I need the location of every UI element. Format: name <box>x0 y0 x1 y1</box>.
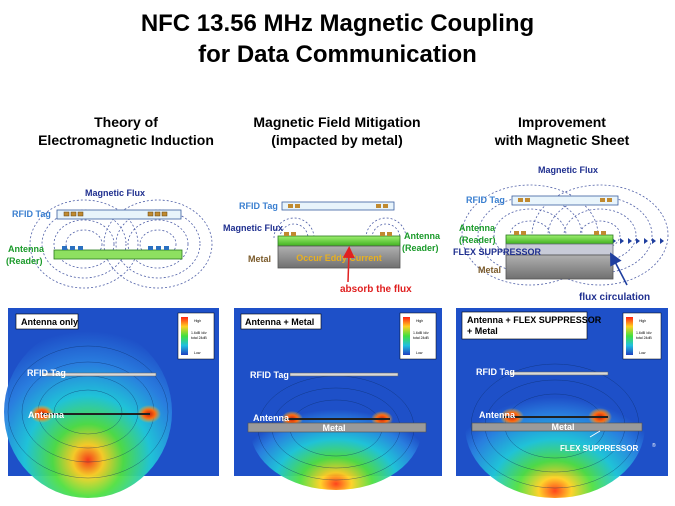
mitigation-diagram: Occur Eddy Current RFID Tag Magnetic Flu… <box>223 201 441 295</box>
simulation-antenna-metal: Metal Antenna + Metal RFID Tag Antenna H… <box>234 308 442 490</box>
colorbar-high: High <box>639 319 646 323</box>
heading-line: with Magnetic Sheet <box>494 132 630 148</box>
metal-label: Metal <box>478 265 501 275</box>
sim-antenna-label: Antenna <box>253 413 290 423</box>
magnetic-flux-label: Magnetic Flux <box>538 165 598 175</box>
flux-circulation-label: flux circulation <box>579 292 650 303</box>
colorbar <box>626 317 633 355</box>
sim-rfid-tag <box>41 372 157 377</box>
colorbar-low: Low <box>194 351 201 355</box>
magnetic-flux-label: Magnetic Flux <box>223 223 283 233</box>
heading-line: Magnetic Field Mitigation <box>253 114 421 130</box>
sim-label-box <box>240 313 322 330</box>
reader-label: (Reader) <box>6 256 43 266</box>
column-heading-induction: Theory of Electromagnetic Induction <box>16 113 236 149</box>
metal-plate <box>277 245 401 269</box>
heading-line: Electromagnetic Induction <box>38 132 214 148</box>
reader-label: (Reader) <box>402 243 439 253</box>
magnetic-flux-label: Magnetic Flux <box>85 188 145 198</box>
slide-title: NFC 13.56 MHz Magnetic Coupling for Data… <box>0 8 675 70</box>
rfid-tag-shape <box>511 195 619 206</box>
sim-label-box <box>461 311 588 340</box>
simulation-antenna-only: Antenna only RFID Tag Antenna High 1.6dB… <box>4 308 219 498</box>
sim-flex-suppressor-label: FLEX SUPPRESSOR <box>560 444 638 453</box>
colorbar-unit: total 24dB <box>413 336 429 340</box>
sim-antenna <box>504 416 608 418</box>
rfid-tag-label: RFID Tag <box>239 201 278 211</box>
rfid-tag-shape <box>56 209 182 220</box>
heading-line: (impacted by metal) <box>271 132 403 148</box>
colorbar-unit: 1.6dB /div <box>191 331 207 335</box>
sim-metal-label: Metal <box>551 422 574 432</box>
sim-rfid-tag-label: RFID Tag <box>27 368 66 378</box>
slide-title-line1: NFC 13.56 MHz Magnetic Coupling <box>140 10 535 37</box>
flux-arrowheads <box>612 238 664 244</box>
improvement-diagram: Magnetic Flux RFID Tag Antenna (Reader) … <box>453 165 669 303</box>
sim-metal-label: Metal <box>322 423 345 433</box>
rfid-tag-label: RFID Tag <box>12 209 51 219</box>
tag-coils <box>288 204 388 208</box>
absorb-arrow <box>342 246 355 283</box>
rfid-tag-shape <box>281 201 395 211</box>
sim-rfid-tag-label: RFID Tag <box>250 370 289 380</box>
field-contour <box>4 326 172 498</box>
antenna-shape <box>277 235 401 247</box>
tag-coils <box>63 211 168 217</box>
reader-label: (Reader) <box>459 235 496 245</box>
sim-rfid-tag <box>509 371 609 376</box>
sim-antenna-label: Antenna <box>479 410 516 420</box>
flux-arcs <box>273 217 407 239</box>
metal-label: Metal <box>248 254 271 264</box>
sim-rfid-tag <box>289 372 399 377</box>
metal-plate <box>505 254 614 280</box>
antenna-coils <box>514 231 606 235</box>
induction-diagram: Magnetic Flux RFID Tag Antenna (Reader) <box>6 188 213 289</box>
heading-line: Improvement <box>518 114 606 130</box>
sim-label-line2: + Metal <box>467 326 498 336</box>
antenna-shape <box>505 234 614 245</box>
flex-suppressor-label: FLEX SUPPRESSOR <box>453 247 542 257</box>
sim-antenna-label: Antenna <box>28 410 65 420</box>
absorb-flux-label: absorb the flux <box>340 284 412 295</box>
sim-label: Antenna only <box>21 317 78 327</box>
colorbar-unit: total 24dB <box>191 336 207 340</box>
antenna-coils <box>284 232 392 236</box>
simulation-flex-suppressor: Metal FLEX SUPPRESSOR ® Antenna + FLEX S… <box>456 308 668 498</box>
antenna-label: Antenna <box>404 231 441 241</box>
antenna-coils <box>62 246 169 250</box>
sim-label-line1: Antenna + FLEX SUPPRESSOR <box>467 315 602 325</box>
colorbar <box>181 317 188 355</box>
colorbar-unit: 1.6dB /div <box>636 331 652 335</box>
colorbar-unit: total 24dB <box>636 336 652 340</box>
slide-title-line2: for Data Communication <box>198 41 477 68</box>
eddy-current-label: Occur Eddy Current <box>296 253 382 263</box>
sim-antenna <box>42 413 150 415</box>
antenna-label: Antenna <box>459 223 496 233</box>
rfid-tag-label: RFID Tag <box>466 195 505 205</box>
suppressor-leader-line <box>589 430 601 438</box>
sim-metal <box>471 422 643 432</box>
colorbar-low: Low <box>639 351 646 355</box>
colorbar-unit: 1.6dB /div <box>413 331 429 335</box>
colorbar <box>403 317 410 355</box>
column-heading-improvement: Improvement with Magnetic Sheet <box>452 113 672 149</box>
colorbar-low: Low <box>416 351 423 355</box>
sim-label: Antenna + Metal <box>245 317 314 327</box>
registered-mark: ® <box>652 442 656 449</box>
colorbar-high: High <box>194 319 201 323</box>
antenna-label: Antenna <box>8 244 45 254</box>
flux-circulation-arrow <box>610 252 628 286</box>
sim-metal <box>247 422 427 433</box>
sim-rfid-tag-label: RFID Tag <box>476 367 515 377</box>
sim-label-box <box>15 313 79 330</box>
sim-antenna <box>282 418 390 420</box>
column-heading-mitigation: Magnetic Field Mitigation (impacted by m… <box>227 113 447 149</box>
tag-coils <box>518 198 612 202</box>
antenna-shape <box>53 249 183 260</box>
heading-line: Theory of <box>94 114 158 130</box>
colorbar-high: High <box>416 319 423 323</box>
